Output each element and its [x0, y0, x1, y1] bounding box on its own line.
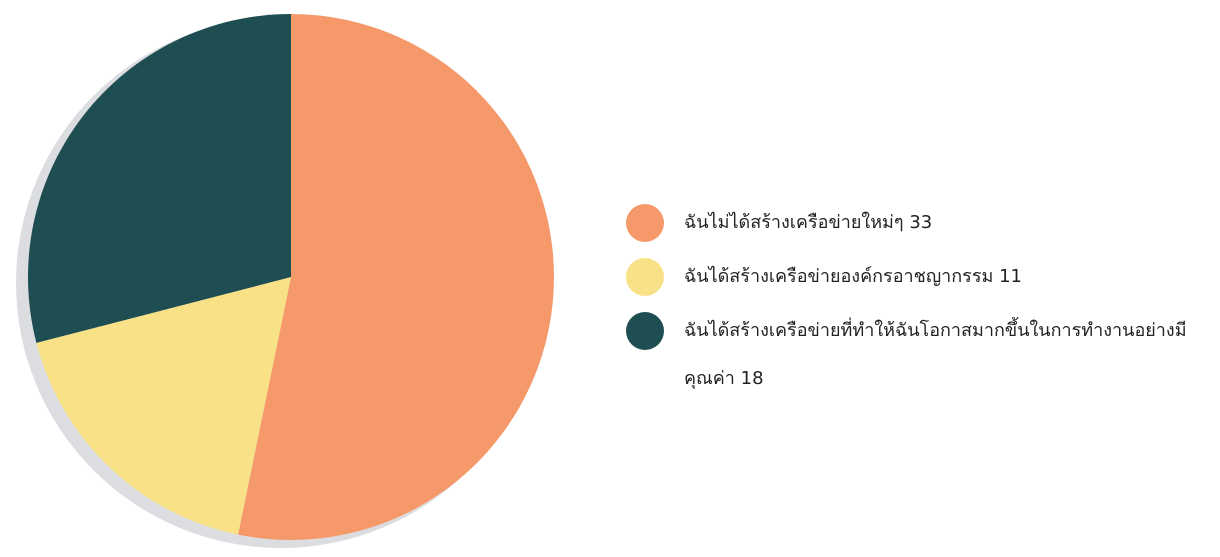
legend-item-opportunity-network: ฉันได้สร้างเครือข่ายที่ทำให้ฉันโอกาสมากข… — [626, 307, 1220, 403]
pie-slice-no-new-network — [238, 14, 554, 540]
legend-swatch-orange — [626, 204, 664, 242]
legend-value: 33 — [909, 212, 933, 233]
legend-item-crime-network: ฉันได้สร้างเครือข่ายองค์กรอาชญากรรม 11 — [626, 253, 1220, 301]
pie-slice-crime-network — [36, 277, 292, 535]
pie-slice-opportunity-network — [28, 14, 291, 343]
legend-swatch-yellow — [626, 258, 664, 296]
pie-chart — [16, 14, 554, 548]
legend-label: ฉันได้สร้างเครือข่ายที่ทำให้ฉันโอกาสมากข… — [684, 320, 1187, 389]
legend-label: ฉันได้สร้างเครือข่ายองค์กรอาชญากรรม — [684, 266, 994, 287]
legend-value: 18 — [740, 368, 764, 389]
pie-slices — [28, 14, 554, 540]
chart-legend: ฉันไม่ได้สร้างเครือข่ายใหม่ๆ 33 ฉันได้สร… — [626, 199, 1220, 403]
legend-swatch-dark-teal — [626, 312, 664, 350]
legend-item-no-new-network: ฉันไม่ได้สร้างเครือข่ายใหม่ๆ 33 — [626, 199, 1220, 247]
legend-value: 11 — [999, 266, 1023, 287]
legend-label: ฉันไม่ได้สร้างเครือข่ายใหม่ๆ — [684, 212, 904, 233]
